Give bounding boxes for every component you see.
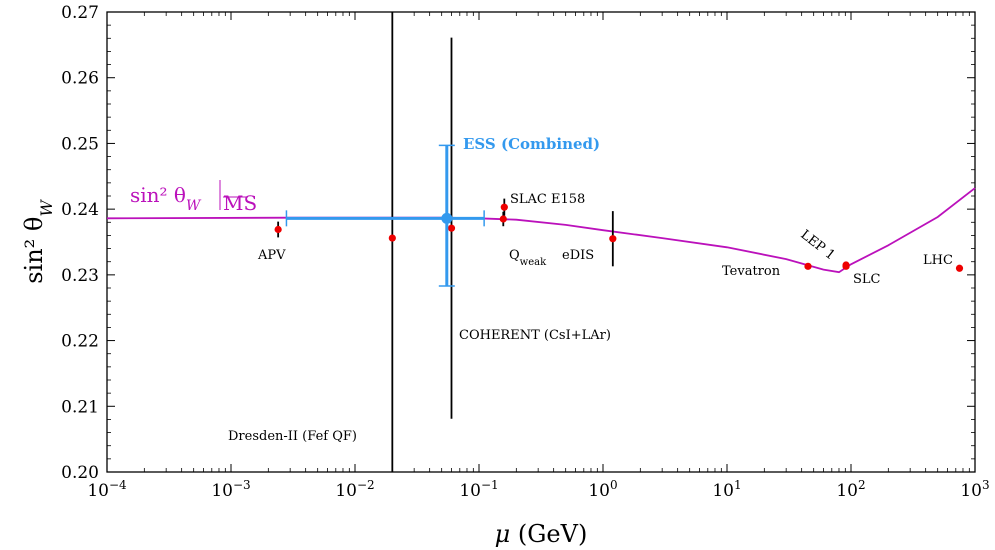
label-running-curve: sin² θW xyxy=(130,183,202,214)
data-point xyxy=(274,225,282,234)
label-slc: SLC xyxy=(853,272,881,287)
y-tick-label: 0.27 xyxy=(61,3,99,23)
data-point xyxy=(955,264,964,272)
label-dresden-ii-fef-qf-: Dresden-II (Fef QF) xyxy=(228,429,357,444)
data-point xyxy=(842,262,850,270)
data-point xyxy=(447,224,456,232)
label-curve-scheme: MS xyxy=(223,191,257,215)
label-lhc: LHC xyxy=(923,253,953,268)
label-edis: eDIS xyxy=(562,248,594,263)
x-tick-label: 10−3 xyxy=(211,478,250,501)
label-slac-e158: SLAC E158 xyxy=(510,192,585,207)
x-tick-label: 100 xyxy=(588,478,617,501)
data-point xyxy=(499,215,507,223)
y-tick-label: 0.23 xyxy=(61,266,99,286)
data-point xyxy=(500,203,508,211)
label-apv: APV xyxy=(257,248,286,263)
x-tick-label: 10−4 xyxy=(87,478,127,501)
data-point xyxy=(804,262,812,270)
data-point xyxy=(609,235,617,243)
y-tick-label: 0.20 xyxy=(61,463,99,483)
axes: 10−4 10−3 10−2 10−1 100 101 102 103 0.20 0.21 0.22… xyxy=(20,3,990,548)
label-coherent-csi-lar-: COHERENT (CsI+LAr) xyxy=(459,328,611,343)
label-ess-combined: ESS (Combined) xyxy=(463,135,600,153)
label-q: Qweak xyxy=(509,248,547,268)
ess-point xyxy=(441,212,453,224)
y-tick-label: 0.22 xyxy=(61,332,99,352)
x-tick-label: 102 xyxy=(836,478,865,501)
y-tick-label: 0.26 xyxy=(61,69,99,89)
data-point xyxy=(388,234,396,242)
y-tick-label: 0.25 xyxy=(61,134,99,154)
y-tick-label: 0.21 xyxy=(61,397,99,417)
x-tick-label: 10−2 xyxy=(335,478,374,501)
y-tick-label: 0.24 xyxy=(61,200,99,220)
y-axis-title: sin² θW xyxy=(20,199,56,284)
ess-layer xyxy=(285,144,485,287)
annotations-layer: APV Dresden-II (Fef QF) COHERENT (CsI+LAr)… xyxy=(130,135,953,444)
label-lep-1: LEP 1 xyxy=(798,227,838,263)
x-tick-label: 101 xyxy=(712,478,741,501)
x-axis-title: μ (GeV) xyxy=(495,520,588,548)
measurements-layer xyxy=(274,12,964,472)
label-tevatron: Tevatron xyxy=(722,264,781,279)
x-tick-label: 10−1 xyxy=(459,478,498,501)
plot-frame xyxy=(106,11,976,473)
x-tick-label: 103 xyxy=(960,478,989,501)
